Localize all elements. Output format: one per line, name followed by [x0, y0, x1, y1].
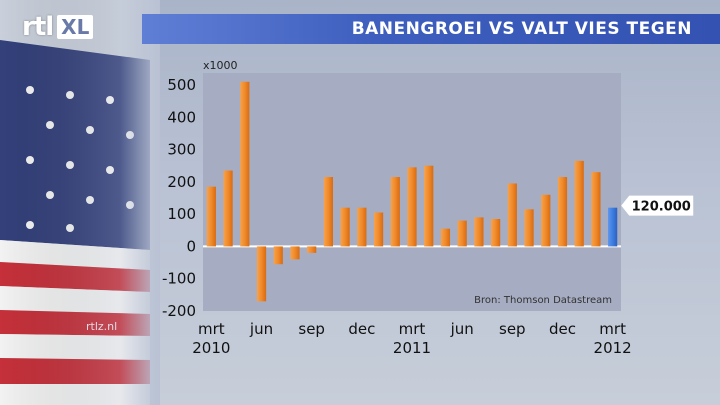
y-tick-label: -100 — [162, 270, 196, 288]
bar — [340, 207, 350, 247]
bar — [223, 170, 233, 247]
source-note: Bron: Thomson Datastream — [474, 295, 612, 306]
bar — [390, 177, 400, 247]
logo-xl-badge: XL — [57, 15, 94, 39]
y-tick-label: 300 — [167, 141, 196, 159]
x-tick-month: mrt — [399, 320, 426, 338]
bar — [307, 246, 317, 253]
x-tick-month: jun — [249, 320, 273, 338]
bar — [524, 209, 534, 247]
y-tick-label: 500 — [167, 76, 196, 94]
bar — [273, 246, 283, 265]
x-tick-month: mrt — [599, 320, 626, 338]
bar — [574, 160, 584, 247]
value-callout: 120.000 — [621, 195, 694, 216]
page-title: BANENGROEI VS VALT VIES TEGEN — [351, 19, 692, 39]
x-tick-month: jun — [450, 320, 474, 338]
y-tick-label: -200 — [162, 302, 196, 320]
x-tick-month: sep — [499, 320, 526, 338]
bar — [323, 177, 333, 247]
bars — [206, 81, 618, 302]
x-tick-month: mrt — [198, 320, 225, 338]
bar — [240, 81, 250, 247]
bar — [256, 246, 267, 302]
callout-box — [621, 195, 694, 216]
logo-rtl-text: rtl — [22, 12, 54, 42]
bar — [591, 172, 601, 247]
title-banner: BANENGROEI VS VALT VIES TEGEN — [142, 14, 720, 44]
y-tick-label: 0 — [186, 237, 196, 255]
bar — [541, 194, 551, 247]
y-tick-label: 400 — [167, 108, 196, 126]
bar — [491, 218, 501, 247]
bar — [357, 207, 367, 247]
bar — [407, 167, 417, 247]
watermark: rtlz.nl — [86, 320, 118, 333]
y-axis: -200 -100 0 100 200 300 400 500 — [162, 76, 196, 320]
y-tick-label: 200 — [167, 173, 196, 191]
rtl-xl-logo: rtl XL — [22, 12, 94, 42]
x-tick-month: sep — [298, 320, 325, 338]
bar-forecast — [608, 207, 618, 247]
y-tick-label: 100 — [167, 205, 196, 223]
bar — [206, 186, 216, 247]
unit-label: x1000 — [203, 59, 238, 72]
bar — [457, 220, 467, 247]
x-tick-year: 2011 — [393, 339, 431, 357]
bar — [373, 212, 384, 247]
bar — [290, 246, 300, 260]
x-tick-month: dec — [549, 320, 576, 338]
x-tick-year: 2012 — [594, 339, 632, 357]
x-tick-month: dec — [348, 320, 375, 338]
x-tick-year: 2010 — [192, 339, 230, 357]
flag-background — [0, 0, 160, 405]
bar — [507, 183, 517, 247]
callout-label: 120.000 — [632, 200, 691, 215]
bar — [557, 177, 568, 247]
bar — [440, 228, 451, 247]
bar — [424, 165, 434, 247]
bar — [474, 217, 484, 247]
